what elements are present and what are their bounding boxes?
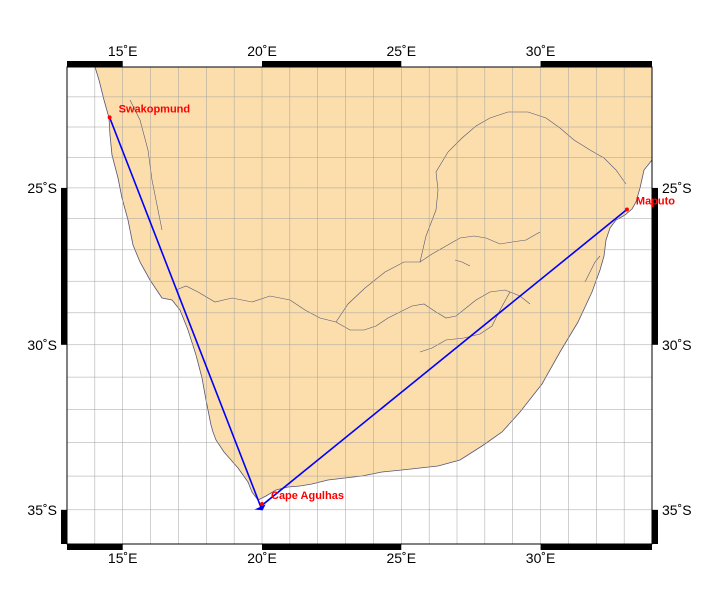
lon-tick-label: 25˚E bbox=[386, 43, 416, 59]
place-label: Maputo bbox=[636, 195, 675, 207]
map-frame bbox=[61, 61, 658, 550]
place-label: Swakopmund bbox=[119, 103, 191, 115]
route-line bbox=[108, 117, 628, 511]
lat-tick-label: 35˚S bbox=[27, 502, 57, 518]
place-label: Cape Agulhas bbox=[271, 490, 344, 502]
lon-tick-label: 30˚E bbox=[526, 43, 556, 59]
lat-tick-label: 25˚S bbox=[662, 180, 692, 196]
frame-segment bbox=[61, 187, 67, 345]
place-marker bbox=[107, 115, 112, 120]
lon-tick-label: 15˚E bbox=[108, 550, 138, 566]
lat-tick-label: 30˚S bbox=[27, 337, 57, 353]
frame-segment bbox=[652, 187, 658, 345]
frame-segment bbox=[262, 61, 402, 67]
lat-tick-label: 30˚S bbox=[662, 337, 692, 353]
frame-segment bbox=[67, 544, 123, 550]
frame-segment bbox=[67, 61, 123, 67]
route-arrowhead bbox=[254, 504, 266, 511]
frame-segment bbox=[262, 544, 402, 550]
frame-segment bbox=[540, 544, 652, 550]
place-markers: Swakopmund Cape Agulhas Maputo bbox=[107, 103, 675, 507]
route-path bbox=[108, 117, 628, 508]
interior-borders bbox=[129, 99, 627, 353]
frame-segment bbox=[540, 61, 652, 67]
lat-tick-label: 25˚S bbox=[27, 180, 57, 196]
lon-tick-label: 20˚E bbox=[247, 550, 277, 566]
lon-tick-label: 25˚E bbox=[386, 550, 416, 566]
tick-labels: 15˚E 15˚E 20˚E 20˚E 25˚E 25˚E 30˚E 30˚E 25˚S 25˚S… bbox=[27, 43, 691, 566]
lon-tick-label: 15˚E bbox=[108, 43, 138, 59]
lat-tick-label: 35˚S bbox=[662, 502, 692, 518]
place-marker bbox=[260, 502, 264, 507]
frame-segment bbox=[652, 509, 658, 544]
lon-tick-label: 30˚E bbox=[526, 550, 556, 566]
lon-tick-label: 20˚E bbox=[247, 43, 277, 59]
frame-segment bbox=[61, 509, 67, 544]
place-marker bbox=[624, 207, 629, 212]
